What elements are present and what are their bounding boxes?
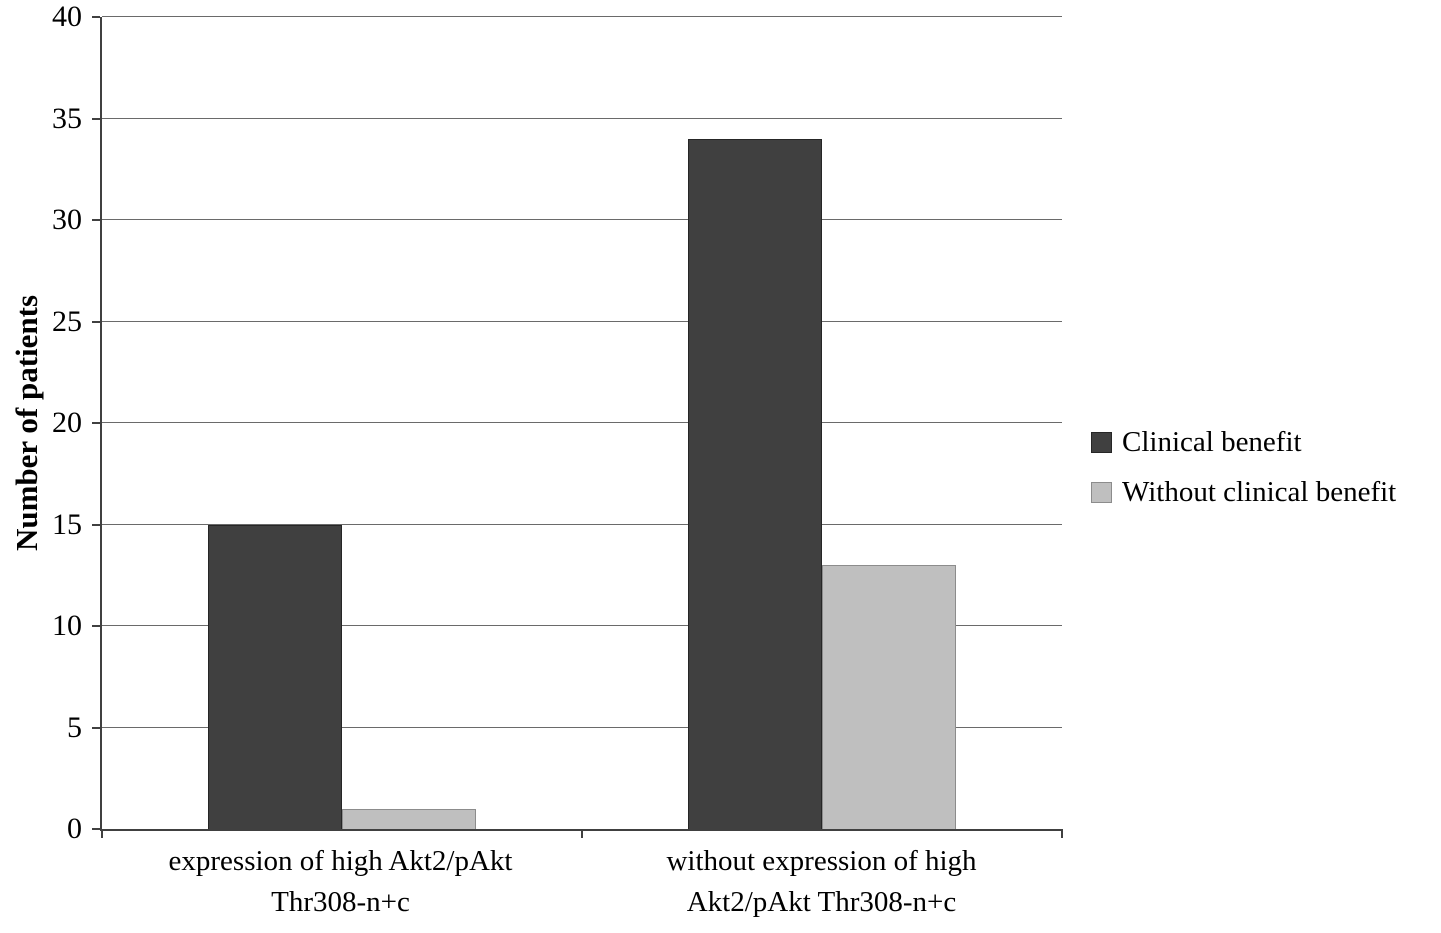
y-axis-tick-label: 35 bbox=[52, 101, 82, 135]
y-axis-tick-label: 40 bbox=[52, 0, 82, 33]
gridline bbox=[102, 523, 1062, 525]
legend: Clinical benefit Without clinical benefit bbox=[1091, 417, 1396, 517]
legend-swatch bbox=[1091, 481, 1112, 503]
y-axis-tick-mark bbox=[92, 320, 100, 323]
x-axis-tick-mark bbox=[581, 829, 583, 838]
category-slot bbox=[582, 17, 1062, 829]
x-axis-category-labels: expression of high Akt2/pAkt Thr308-n+c w… bbox=[100, 841, 1062, 923]
x-axis-tick-mark bbox=[1061, 829, 1063, 838]
x-axis-tick-mark bbox=[101, 829, 103, 838]
y-axis-tick-label: 0 bbox=[67, 812, 82, 845]
legend-item: Without clinical benefit bbox=[1091, 467, 1396, 517]
gridline bbox=[102, 625, 1062, 626]
y-axis-tick-labels: 0 5 10 15 20 25 30 35 40 bbox=[0, 2, 82, 844]
y-axis-tick-mark bbox=[92, 16, 100, 18]
gridline bbox=[102, 320, 1062, 322]
y-axis-tick-label: 5 bbox=[67, 710, 82, 744]
category-slot bbox=[102, 17, 582, 829]
y-axis-tick-label: 20 bbox=[52, 406, 82, 439]
y-axis-tick-label: 15 bbox=[52, 507, 82, 541]
y-axis-tick-label: 25 bbox=[52, 304, 82, 338]
y-axis-tick-mark bbox=[92, 523, 100, 526]
bar bbox=[688, 138, 822, 829]
y-axis-tick-mark bbox=[92, 625, 100, 627]
x-category-label: without expression of high Akt2/pAkt Thr… bbox=[666, 845, 977, 918]
gridline bbox=[102, 219, 1062, 220]
y-axis-tick-label: 30 bbox=[52, 203, 82, 236]
bar bbox=[822, 565, 956, 829]
y-axis-tick-label: 10 bbox=[52, 609, 82, 642]
plot-area bbox=[92, 16, 1063, 838]
y-axis-tick-mark bbox=[92, 726, 100, 729]
gridline bbox=[102, 726, 1062, 728]
legend-label: Clinical benefit bbox=[1122, 425, 1302, 458]
legend-item: Clinical benefit bbox=[1091, 417, 1396, 467]
y-axis-tick-mark bbox=[92, 219, 100, 221]
y-axis-tick-mark bbox=[92, 422, 100, 424]
y-axis-tick-mark bbox=[92, 117, 100, 120]
legend-swatch bbox=[1091, 431, 1112, 453]
gridline bbox=[102, 16, 1062, 17]
gridline bbox=[102, 422, 1062, 423]
gridline bbox=[102, 117, 1062, 119]
y-axis-tick-mark bbox=[92, 828, 100, 830]
x-category-label: expression of high Akt2/pAkt Thr308-n+c bbox=[168, 845, 513, 918]
bar bbox=[208, 524, 342, 829]
legend-label: Without clinical benefit bbox=[1122, 475, 1397, 508]
bar bbox=[342, 808, 476, 829]
